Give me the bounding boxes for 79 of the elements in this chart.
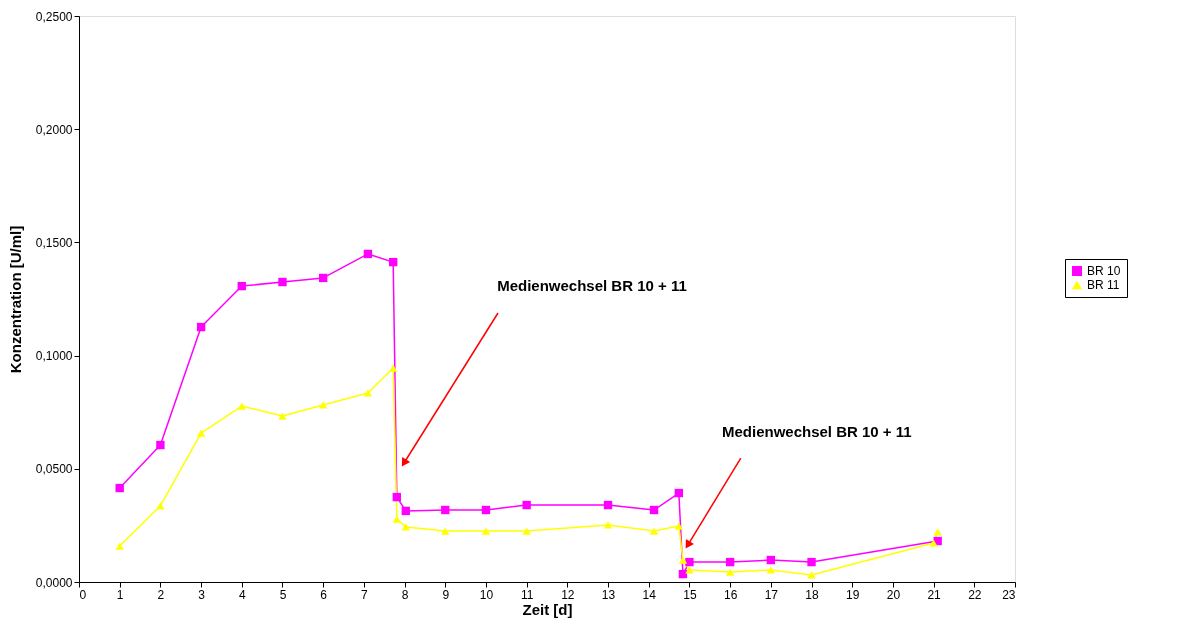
point [401, 506, 410, 516]
x-tick-label: 21 [927, 587, 942, 602]
x-tick-label: 0 [79, 587, 87, 602]
point [278, 277, 287, 287]
x-tick-label: 4 [238, 587, 246, 602]
point [363, 389, 373, 397]
point [115, 542, 124, 550]
point [156, 440, 165, 450]
point [678, 556, 688, 564]
point [196, 429, 206, 437]
point [363, 249, 373, 259]
point [649, 505, 659, 515]
point [388, 257, 398, 267]
point [522, 527, 531, 535]
point [392, 492, 402, 502]
x-tick-label: 10 [479, 587, 494, 602]
legend-label: BR 10 [1087, 264, 1121, 278]
point [685, 557, 694, 567]
x-tick-label: 11 [520, 587, 534, 602]
point [441, 527, 450, 535]
point [318, 273, 328, 283]
x-axis-title: Zeit [d] [522, 600, 573, 618]
y-tick-label: 0,0500 [35, 462, 73, 477]
x-tick-label: 9 [442, 587, 450, 602]
x-tick-label: 23 [1002, 587, 1016, 602]
x-tick-label: 1 [116, 587, 124, 602]
x-tick-label: 19 [846, 587, 860, 602]
x-tick-label: 22 [968, 587, 982, 602]
legend-label: BR 11 [1087, 278, 1120, 292]
point [649, 527, 659, 535]
x-tick-label: 3 [198, 587, 206, 602]
point [766, 566, 776, 574]
x-tick-label: 12 [561, 587, 575, 602]
point [674, 488, 684, 498]
x-tick-label: 14 [642, 587, 657, 602]
x-tick-label: 16 [723, 587, 738, 602]
y-tick-label: 0,0000 [35, 575, 73, 590]
point [237, 281, 246, 291]
x-tick-label: 15 [683, 587, 697, 602]
point [481, 505, 491, 515]
point [522, 500, 531, 510]
x-tick-label: 8 [401, 587, 409, 602]
y-axis-title: Konzentration [U/ml] [6, 225, 24, 374]
x-tick-label: 13 [601, 587, 616, 602]
point [933, 528, 942, 536]
x-tick-label: 17 [764, 587, 779, 602]
point [603, 500, 613, 510]
x-tick-label: 18 [805, 587, 820, 602]
point [388, 364, 398, 372]
point [392, 515, 402, 523]
point [807, 571, 816, 579]
x-tick-label: 7 [361, 587, 369, 602]
point [115, 483, 124, 493]
point [196, 322, 206, 332]
x-tick-label: 6 [320, 587, 328, 602]
point [674, 522, 684, 530]
x-tick-label: 5 [279, 587, 287, 602]
point [603, 521, 613, 529]
y-tick-label: 0,1500 [35, 235, 73, 250]
point [725, 557, 735, 567]
x-tick-label: 20 [886, 587, 901, 602]
point [156, 502, 165, 510]
point [685, 566, 694, 574]
point [278, 412, 287, 420]
point [929, 539, 938, 547]
annotation: Medienwechsel BR 10 + 11 [497, 277, 687, 294]
annotation: Medienwechsel BR 10 + 11 [721, 423, 912, 441]
point [807, 557, 816, 567]
point [481, 527, 491, 535]
x-tick-label: 2 [157, 587, 165, 602]
point [766, 555, 776, 565]
y-tick-label: 0,1000 [35, 349, 73, 364]
point [725, 568, 735, 576]
point [401, 523, 410, 531]
y-tick-label: 0,2000 [35, 122, 73, 137]
point [237, 402, 246, 410]
point [318, 401, 328, 409]
point [441, 505, 450, 515]
y-tick-label: 0,2500 [35, 9, 73, 24]
